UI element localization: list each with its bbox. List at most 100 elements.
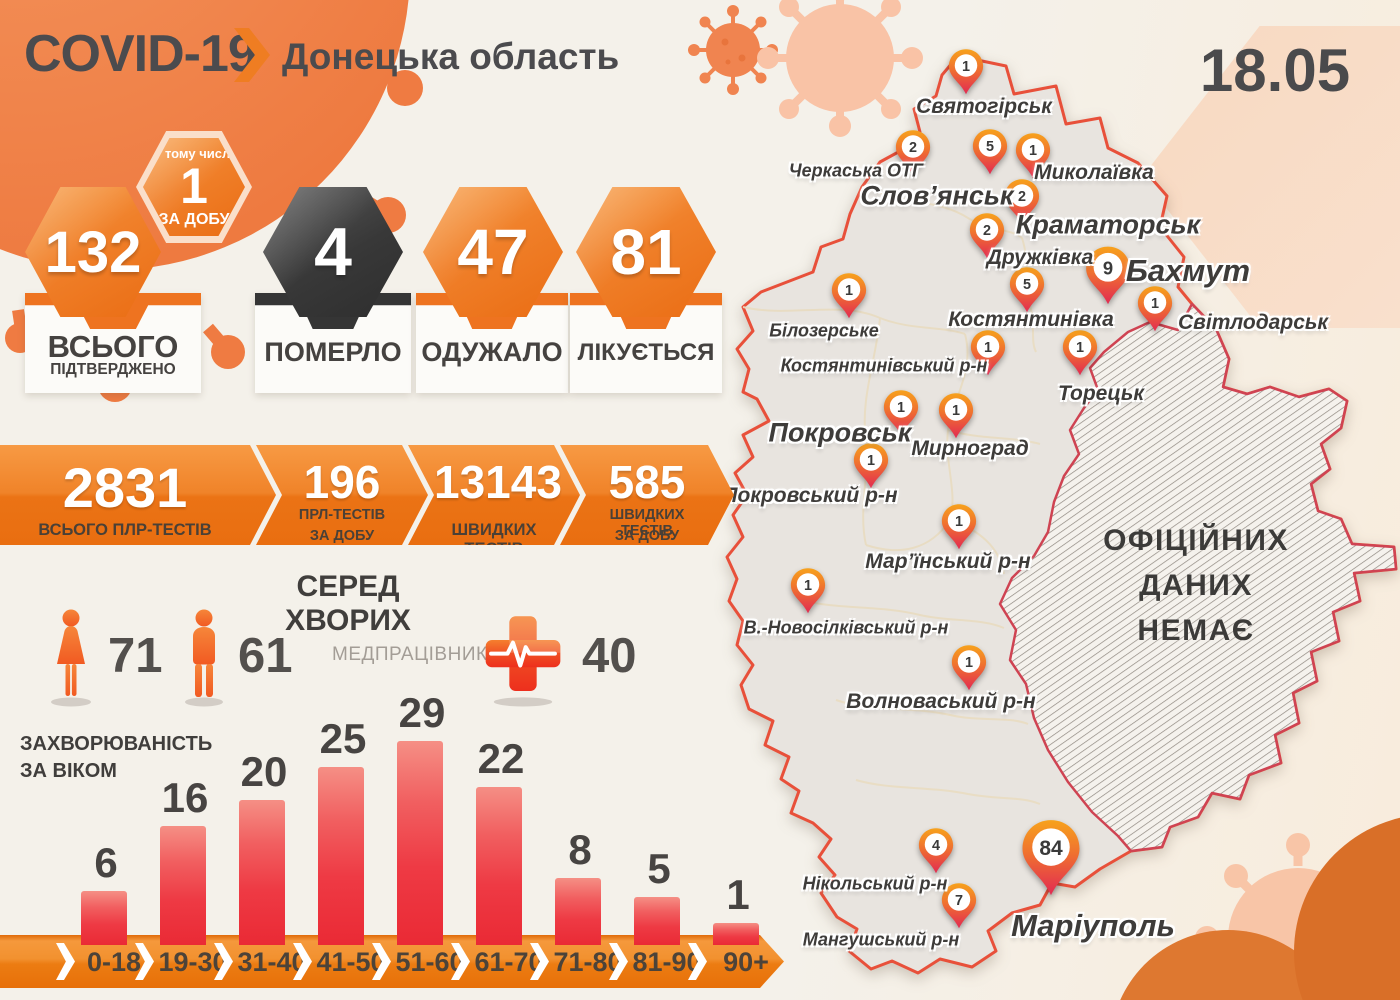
test-label: ВСЬОГО ПЛР-ТЕСТІВ <box>38 521 212 539</box>
test-value: 2831 <box>62 456 188 519</box>
age-bar-value: 20 <box>240 748 288 795</box>
svg-text:1: 1 <box>804 578 812 594</box>
age-bar <box>318 767 364 945</box>
map-pin-Костянтинівський р-н: 1 <box>970 329 1006 377</box>
map-place-label: Білозерське <box>769 320 879 341</box>
map-pin-Мирноград: 1 <box>938 392 974 440</box>
map-pin-Мангушський р-н: 7 <box>941 882 977 930</box>
age-bar <box>160 826 206 945</box>
map-pin-Краматорськ: 2 <box>1004 178 1040 226</box>
map-pin-Костянтинівка: 5 <box>1009 266 1045 314</box>
age-bar-value: 22 <box>477 735 525 782</box>
test-banner: 2831 ВСЬОГО ПЛР-ТЕСТІВ <box>0 445 276 545</box>
svg-text:1: 1 <box>955 514 963 530</box>
svg-text:2: 2 <box>983 223 991 239</box>
age-bar <box>81 891 127 945</box>
svg-text:1: 1 <box>1029 143 1037 159</box>
map-place-label: Торецьк <box>1057 382 1145 405</box>
map-place-label: Мирноград <box>911 437 1029 460</box>
medics-label: МЕДПРАЦІВНИКИ <box>332 644 502 665</box>
in-treatment-label: ЛІКУЄТЬСЯ <box>577 339 715 366</box>
map-place-label: Мангушський р-н <box>802 929 960 950</box>
map-pin-Дружківка: 2 <box>969 212 1005 260</box>
age-bar <box>239 800 285 945</box>
map-place-label: В.-Новосілківський р-н <box>743 617 949 638</box>
axis-category-label: 61-70 <box>474 947 544 977</box>
map-place-label: Нікольський р-н <box>802 873 948 894</box>
in-treatment-value: 81 <box>610 216 682 288</box>
svg-text:4: 4 <box>932 838 940 854</box>
age-bar <box>713 923 759 945</box>
map-place-label: Святогірськ <box>916 95 1052 118</box>
map-place-label: Світлодарськ <box>1178 311 1328 334</box>
map-place-label: Миколаївка <box>1034 161 1154 184</box>
map-pin-Слов’янськ: 5 <box>972 128 1008 176</box>
map-pin-Черкаська ОТГ: 2 <box>895 129 931 177</box>
map-place-label: Мар’їнський р-н <box>865 550 1031 573</box>
map-place-label: Костянтинівка <box>948 308 1114 331</box>
map-pin-Волноваський р-н: 1 <box>951 644 987 692</box>
daily-value: 1 <box>180 161 208 211</box>
test-label: ЗА ДОБУ <box>309 528 375 544</box>
age-bar <box>555 878 601 945</box>
axis-category-label: 31-40 <box>237 947 307 977</box>
chevron-divider-icon <box>234 28 270 82</box>
among-sick-title: СЕРЕД ХВОРИХ <box>285 570 411 637</box>
orange-circle-bottom <box>1120 930 1336 1000</box>
map-pin-Нікольський р-н: 4 <box>918 827 954 875</box>
age-bar-value: 1 <box>726 871 750 918</box>
age-bar-value: 25 <box>319 715 367 762</box>
male-count: 61 <box>238 629 293 683</box>
axis-category-label: 90+ <box>723 947 769 977</box>
map-place-label: Бахмут <box>1125 253 1251 288</box>
age-bar-value: 8 <box>568 826 592 873</box>
test-banner: 585 ШВИДКИХ ТЕСТІВ ЗА ДОБУ <box>560 445 734 545</box>
no-data-line: НЕМАЄ <box>1137 614 1255 647</box>
map-place-label: Дружківка <box>986 246 1094 269</box>
confirmed-value: 132 <box>44 219 142 285</box>
virus-light-top <box>757 0 923 137</box>
map-pin-Мар’їнський р-н: 1 <box>941 503 977 551</box>
no-official-data-label: ОФІЦІЙНИХ ДАНИХ НЕМАЄ <box>1093 518 1299 653</box>
map-place-label: Костянтинівський р-н <box>780 355 988 376</box>
occupied-area-no-data <box>998 302 1398 853</box>
svg-text:1: 1 <box>962 59 970 75</box>
svg-text:5: 5 <box>986 139 994 155</box>
age-bar <box>397 741 443 945</box>
map-pin-Білозерське: 1 <box>831 272 867 320</box>
svg-text:1: 1 <box>1151 296 1159 312</box>
svg-text:1: 1 <box>867 453 875 469</box>
svg-text:1: 1 <box>965 655 973 671</box>
svg-text:84: 84 <box>1039 837 1063 860</box>
svg-text:1: 1 <box>897 400 905 416</box>
svg-text:7: 7 <box>955 893 963 909</box>
svg-text:2: 2 <box>1018 189 1026 205</box>
map-pin-В.-Новосілківський р-н: 1 <box>790 567 826 615</box>
svg-text:1: 1 <box>984 340 992 356</box>
test-label: ЗА ДОБУ <box>614 528 680 544</box>
map-pin-Покровськ: 1 <box>883 389 919 437</box>
age-bar-value: 29 <box>398 689 446 736</box>
test-banner: 13143 ШВИДКИХ ТЕСТІВ <box>408 445 580 545</box>
died-value: 4 <box>314 214 352 290</box>
map-pin-Світлодарськ: 1 <box>1137 285 1173 333</box>
test-value: 196 <box>303 456 381 508</box>
no-data-line: ДАНИХ <box>1139 569 1253 602</box>
svg-text:2: 2 <box>909 140 917 156</box>
no-data-line: ОФІЦІЙНИХ <box>1103 524 1289 557</box>
recovered-value: 47 <box>457 216 529 288</box>
age-bar-value: 6 <box>94 839 118 886</box>
page-title-covid: COVID-19 <box>24 25 257 83</box>
map-place-label: Покровський р-н <box>722 484 898 507</box>
report-date: 18.05 <box>1199 37 1351 104</box>
map-pin-Маріуполь: 84 <box>1021 818 1081 897</box>
confirmed-label-1: ВСЬОГО <box>47 329 179 364</box>
svg-text:1: 1 <box>952 403 960 419</box>
map-place-label: Маріуполь <box>1011 908 1175 943</box>
axis-category-label: 81-90 <box>632 947 702 977</box>
test-label: ШВИДКИХ ТЕСТІВ <box>609 507 685 539</box>
map-place-label: Волноваський р-н <box>846 690 1036 713</box>
test-value: 585 <box>608 456 686 508</box>
